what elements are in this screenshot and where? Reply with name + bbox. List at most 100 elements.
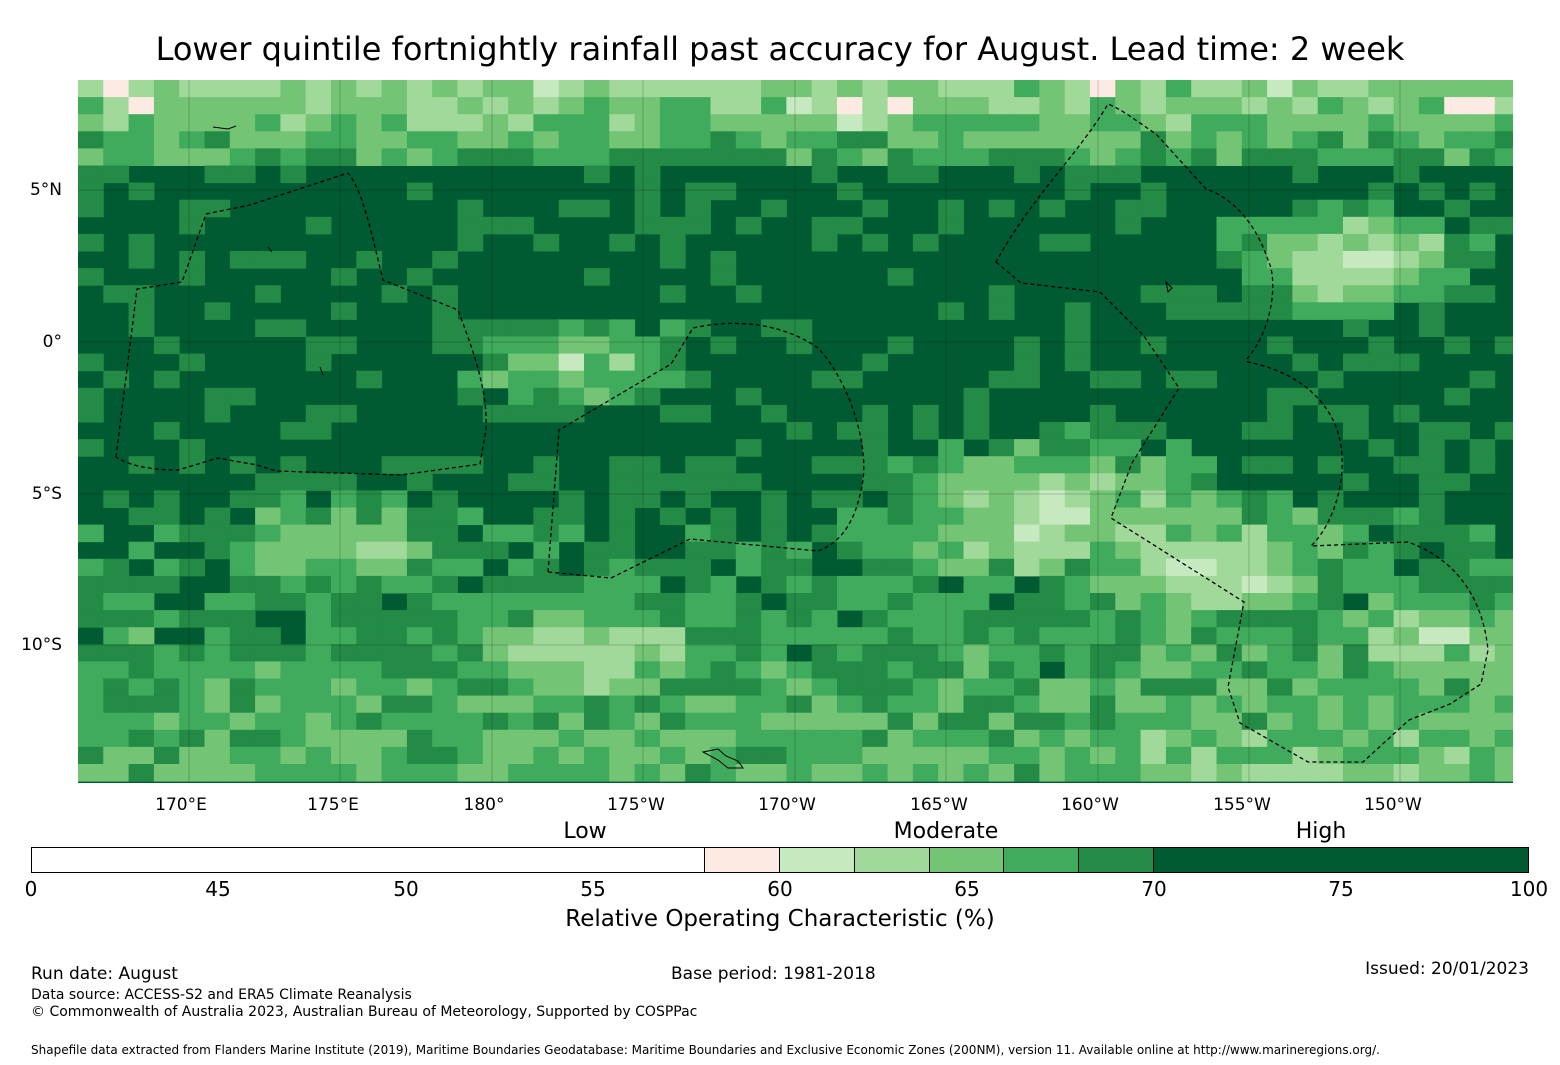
- roc-cell: [1444, 593, 1470, 611]
- roc-cell: [1090, 661, 1116, 679]
- roc-cell: [508, 114, 534, 132]
- roc-cell: [1064, 593, 1091, 611]
- roc-cell: [1115, 199, 1142, 218]
- roc-cell: [1140, 575, 1167, 594]
- roc-cell: [1418, 319, 1445, 337]
- roc-cell: [305, 148, 332, 166]
- roc-cell: [1064, 610, 1091, 628]
- roc-cell: [988, 644, 1015, 662]
- roc-cell: [963, 746, 990, 765]
- roc-cell: [1292, 251, 1319, 269]
- roc-cell: [963, 404, 990, 423]
- roc-cell: [1115, 627, 1142, 645]
- roc-cell: [457, 507, 484, 526]
- roc-cell: [482, 627, 509, 645]
- roc-cell: [406, 575, 433, 594]
- roc-cell: [710, 541, 737, 560]
- roc-cell: [938, 746, 964, 765]
- roc-cell: [1140, 746, 1167, 765]
- roc-cell: [508, 729, 534, 748]
- roc-cell: [862, 610, 889, 628]
- roc-cell: [179, 216, 205, 235]
- roc-cell: [1140, 97, 1167, 115]
- roc-cell: [1317, 285, 1344, 303]
- roc-cell: [1140, 80, 1167, 98]
- roc-cell: [406, 558, 433, 577]
- roc-grid-cells: [78, 80, 1513, 782]
- roc-cell: [1368, 541, 1395, 560]
- roc-cell: [1090, 644, 1116, 662]
- roc-cell: [457, 627, 484, 645]
- roc-cell: [887, 268, 914, 286]
- roc-cell: [179, 695, 205, 714]
- roc-cell: [988, 764, 1015, 782]
- roc-cell: [1317, 524, 1344, 543]
- roc-cell: [887, 575, 914, 594]
- roc-cell: [1469, 627, 1496, 645]
- roc-cell: [457, 712, 484, 731]
- roc-cell: [1241, 575, 1268, 594]
- roc-cell: [1444, 114, 1470, 132]
- roc-cell: [584, 575, 610, 594]
- roc-cell: [887, 610, 914, 628]
- roc-cell: [1343, 251, 1369, 269]
- roc-cell: [255, 507, 281, 526]
- roc-cell: [1216, 216, 1243, 235]
- roc-cell: [912, 712, 939, 731]
- roc-cell: [381, 695, 408, 714]
- roc-cell: [988, 661, 1015, 679]
- roc-cell: [1039, 575, 1066, 594]
- roc-cell: [153, 729, 180, 748]
- roc-cell: [1343, 627, 1369, 645]
- roc-cell: [1039, 490, 1066, 508]
- roc-cell: [1267, 678, 1293, 697]
- roc-cell: [1064, 165, 1091, 184]
- roc-cell: [179, 524, 205, 543]
- roc-cell: [1241, 302, 1268, 320]
- roc-cell: [710, 644, 737, 662]
- roc-cell: [508, 678, 534, 697]
- roc-cell: [1165, 541, 1192, 560]
- roc-cell: [457, 593, 484, 611]
- roc-cell: [229, 148, 256, 166]
- roc-cell: [78, 524, 104, 543]
- roc-cell: [1368, 661, 1395, 679]
- roc-cell: [381, 558, 408, 577]
- roc-cell: [988, 558, 1015, 577]
- colorbar-segment: [854, 848, 930, 872]
- roc-cell: [78, 729, 104, 748]
- roc-cell: [356, 97, 383, 115]
- roc-cell: [862, 575, 889, 594]
- roc-cell: [1090, 593, 1116, 611]
- roc-cell: [1241, 285, 1268, 303]
- roc-cell: [508, 131, 534, 149]
- roc-cell: [1368, 131, 1395, 149]
- roc-cell: [204, 165, 231, 184]
- roc-cell: [1014, 627, 1040, 645]
- roc-cell: [988, 541, 1015, 560]
- roc-cell: [1444, 422, 1470, 440]
- roc-cell: [1115, 148, 1142, 166]
- roc-cell: [1418, 490, 1445, 508]
- roc-cell: [78, 678, 104, 697]
- roc-cell: [1368, 746, 1395, 765]
- roc-cell: [1140, 507, 1167, 526]
- roc-cell: [634, 148, 661, 166]
- roc-cell: [331, 148, 357, 166]
- roc-cell: [786, 319, 813, 337]
- roc-cell: [128, 97, 155, 115]
- roc-cell: [811, 97, 838, 115]
- roc-cell: [1418, 644, 1445, 662]
- roc-cell: [584, 131, 610, 149]
- roc-cell: [1368, 558, 1395, 577]
- roc-cell: [1064, 541, 1091, 560]
- roc-cell: [761, 404, 787, 423]
- roc-cell: [204, 627, 231, 645]
- roc-cell: [128, 80, 155, 98]
- roc-cell: [1140, 114, 1167, 132]
- roc-cell: [153, 336, 180, 355]
- roc-cell: [1267, 593, 1293, 611]
- roc-cell: [609, 131, 636, 149]
- roc-cell: [685, 764, 711, 782]
- roc-cell: [887, 473, 914, 491]
